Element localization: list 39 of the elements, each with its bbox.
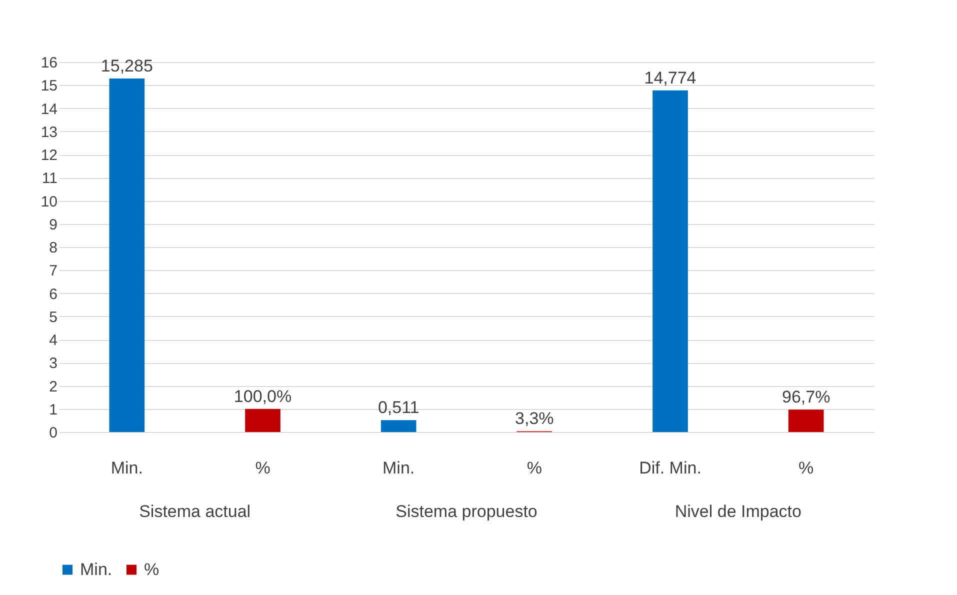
x-tick-label: Min. xyxy=(382,458,415,478)
y-tick-label: 2 xyxy=(49,378,58,396)
x-tick-label: % xyxy=(798,458,814,478)
x-tick-label: % xyxy=(526,458,542,478)
data-label: 96,7% xyxy=(782,388,830,407)
text: Sistema actual xyxy=(139,502,251,521)
y-tick-label: 9 xyxy=(49,216,58,234)
y-tick-label: 5 xyxy=(49,308,58,326)
y-tick-label: 13 xyxy=(40,124,58,141)
data-label: 3,3% xyxy=(515,409,554,428)
bar xyxy=(245,408,280,432)
bar xyxy=(380,420,416,432)
y-tick-label: 8 xyxy=(49,240,58,256)
data-label: 0,511 xyxy=(378,398,420,418)
y-tick-label: 7 xyxy=(49,262,58,280)
y-tick-label: 10 xyxy=(40,193,58,210)
bar xyxy=(109,78,145,432)
x-tick-label: Dif. Min. xyxy=(639,458,702,478)
legend-label: Min. xyxy=(80,560,112,579)
text: Nivel de Impacto xyxy=(674,502,802,521)
y-tick-label: 0 xyxy=(49,424,58,442)
bar xyxy=(788,410,824,432)
text: Sistema propuesto xyxy=(396,502,538,521)
y-tick-label: 3 xyxy=(49,355,58,372)
y-tick-label: 6 xyxy=(49,286,58,303)
data-label: 100,0% xyxy=(234,386,292,406)
y-tick-label: 4 xyxy=(49,332,58,349)
data-label: 14,774 xyxy=(644,68,696,88)
legend-label: % xyxy=(144,560,160,579)
x-tick-label: Min. xyxy=(110,458,143,478)
bar xyxy=(652,90,688,432)
y-tick-label: 16 xyxy=(40,54,58,72)
x-tick-label: % xyxy=(255,458,270,478)
y-tick-label: 15 xyxy=(40,78,58,95)
y-tick-label: 14 xyxy=(40,100,58,118)
data-label: 15,285 xyxy=(100,56,153,76)
y-tick-label: 12 xyxy=(40,147,58,164)
y-tick-label: 1 xyxy=(49,401,58,418)
y-tick-label: 11 xyxy=(42,170,58,188)
